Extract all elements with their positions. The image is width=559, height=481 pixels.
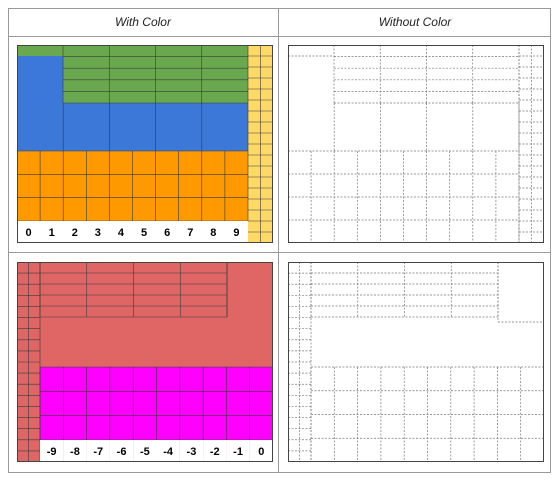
digit-label: 1	[49, 227, 55, 239]
digit-label-cell	[86, 440, 110, 462]
panel-border	[17, 262, 273, 462]
digit-label: -3	[187, 446, 197, 458]
panel-border	[17, 45, 273, 243]
blue-square-block	[17, 56, 63, 103]
uncolored-place-value-diagram-positive	[288, 45, 544, 243]
colored-place-value-diagram-positive: 0 1 2 3 4 5 6 7 8 9	[17, 45, 273, 243]
header-without-color: Without Color	[378, 15, 452, 29]
digit-label-cell	[226, 440, 250, 462]
panel-colored-top: 0 1 2 3 4 5 6 7 8 9	[17, 45, 273, 243]
panel-background	[288, 262, 544, 462]
panel-background	[288, 45, 544, 243]
digit-label-cell	[201, 221, 225, 243]
digit-label-cell	[156, 440, 180, 462]
digit-label-cell	[155, 221, 179, 243]
digit-label: 6	[164, 227, 170, 239]
digit-label-cell	[86, 221, 110, 243]
panel-colored-bottom: -9 -8 -7 -6 -5 -4 -3 -2 -1 0	[17, 262, 273, 462]
digit-label: -2	[210, 446, 220, 458]
digit-label-cell	[132, 221, 156, 243]
digit-label: -7	[93, 446, 103, 458]
digit-label-cell	[40, 440, 64, 462]
digit-label-cell	[17, 221, 41, 243]
blue-band-block	[17, 103, 248, 151]
digit-label: 0	[258, 446, 264, 458]
uncolored-place-value-diagram-negative	[288, 262, 544, 462]
digit-label: -5	[140, 446, 150, 458]
panel-uncolored-bottom	[288, 262, 544, 462]
digit-label: -6	[117, 446, 127, 458]
digit-label-cell	[224, 221, 248, 243]
digit-label-cell	[63, 221, 87, 243]
digit-label: 2	[72, 227, 78, 239]
digit-label: 5	[141, 227, 147, 239]
digit-label: -9	[47, 446, 57, 458]
digit-label-cell	[109, 440, 134, 462]
header-divider	[8, 36, 551, 37]
digit-label-cell	[178, 221, 202, 243]
digit-label: -8	[70, 446, 80, 458]
digit-label-cell	[179, 440, 204, 462]
digit-label-cell	[249, 440, 273, 462]
digit-label: 7	[187, 227, 193, 239]
panel-border	[288, 45, 544, 243]
digit-label: 3	[95, 227, 101, 239]
digit-label-cell	[63, 440, 87, 462]
header-with-color: With Color	[115, 15, 171, 29]
digit-label: -1	[233, 446, 243, 458]
row-divider	[8, 252, 551, 253]
column-divider	[278, 8, 279, 473]
digit-label-cell	[40, 221, 64, 243]
digit-label-cell	[203, 440, 227, 462]
colored-place-value-diagram-negative: -9 -8 -7 -6 -5 -4 -3 -2 -1 0	[17, 262, 273, 462]
digit-label-cell	[133, 440, 157, 462]
panel-uncolored-top	[288, 45, 544, 243]
digit-label-cell	[109, 221, 133, 243]
digit-label: 9	[233, 227, 239, 239]
outer-table-frame	[8, 8, 551, 473]
digit-label: 4	[118, 227, 125, 239]
digit-label: 0	[25, 227, 31, 239]
panel-border	[288, 262, 544, 462]
digit-label: -4	[163, 446, 174, 458]
digit-label: 8	[210, 227, 216, 239]
